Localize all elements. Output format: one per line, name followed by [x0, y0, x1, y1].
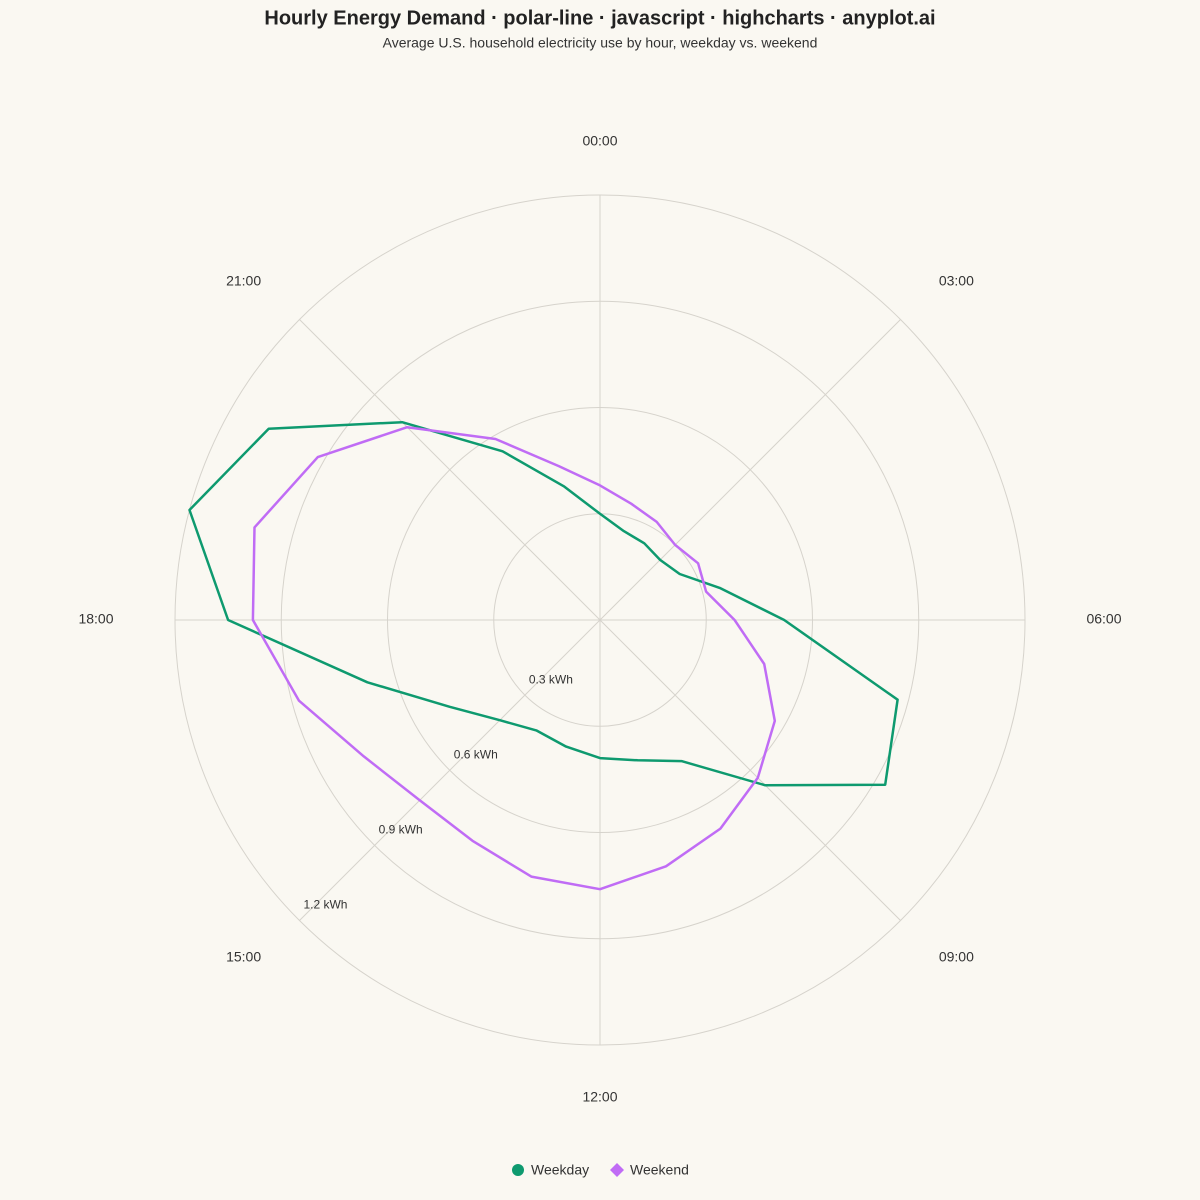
legend-item: Weekday [512, 1162, 589, 1178]
chart-subtitle: Average U.S. household electricity use b… [383, 35, 818, 51]
grid-spoke [299, 319, 601, 621]
y-tick-label: 0.3 kWh [529, 672, 573, 686]
x-tick-label: 03:00 [939, 273, 974, 289]
y-tick-label: 0.6 kWh [454, 747, 498, 761]
grid-spoke [299, 619, 601, 921]
series-line [251, 425, 777, 891]
x-tick-label: 15:00 [226, 949, 261, 965]
x-tick-label: 18:00 [78, 611, 113, 627]
legend-item: Weekend [610, 1162, 689, 1178]
x-tick-label: 21:00 [226, 273, 261, 289]
legend-label: Weekday [531, 1162, 589, 1178]
x-tick-label: 12:00 [582, 1089, 617, 1105]
grid-spoke [599, 619, 901, 921]
x-tick-label: 09:00 [939, 949, 974, 965]
x-tick-label: 06:00 [1086, 611, 1121, 627]
chart-title: Hourly Energy Demand · polar-line · java… [264, 7, 935, 29]
legend-marker [512, 1164, 524, 1176]
legend-label: Weekend [630, 1162, 689, 1178]
y-tick-label: 1.2 kWh [303, 898, 347, 912]
x-tick-label: 00:00 [582, 133, 617, 149]
legend-marker [610, 1163, 624, 1177]
grid-spoke [599, 319, 901, 621]
y-tick-label: 0.9 kWh [379, 823, 423, 837]
series-line [188, 420, 899, 787]
